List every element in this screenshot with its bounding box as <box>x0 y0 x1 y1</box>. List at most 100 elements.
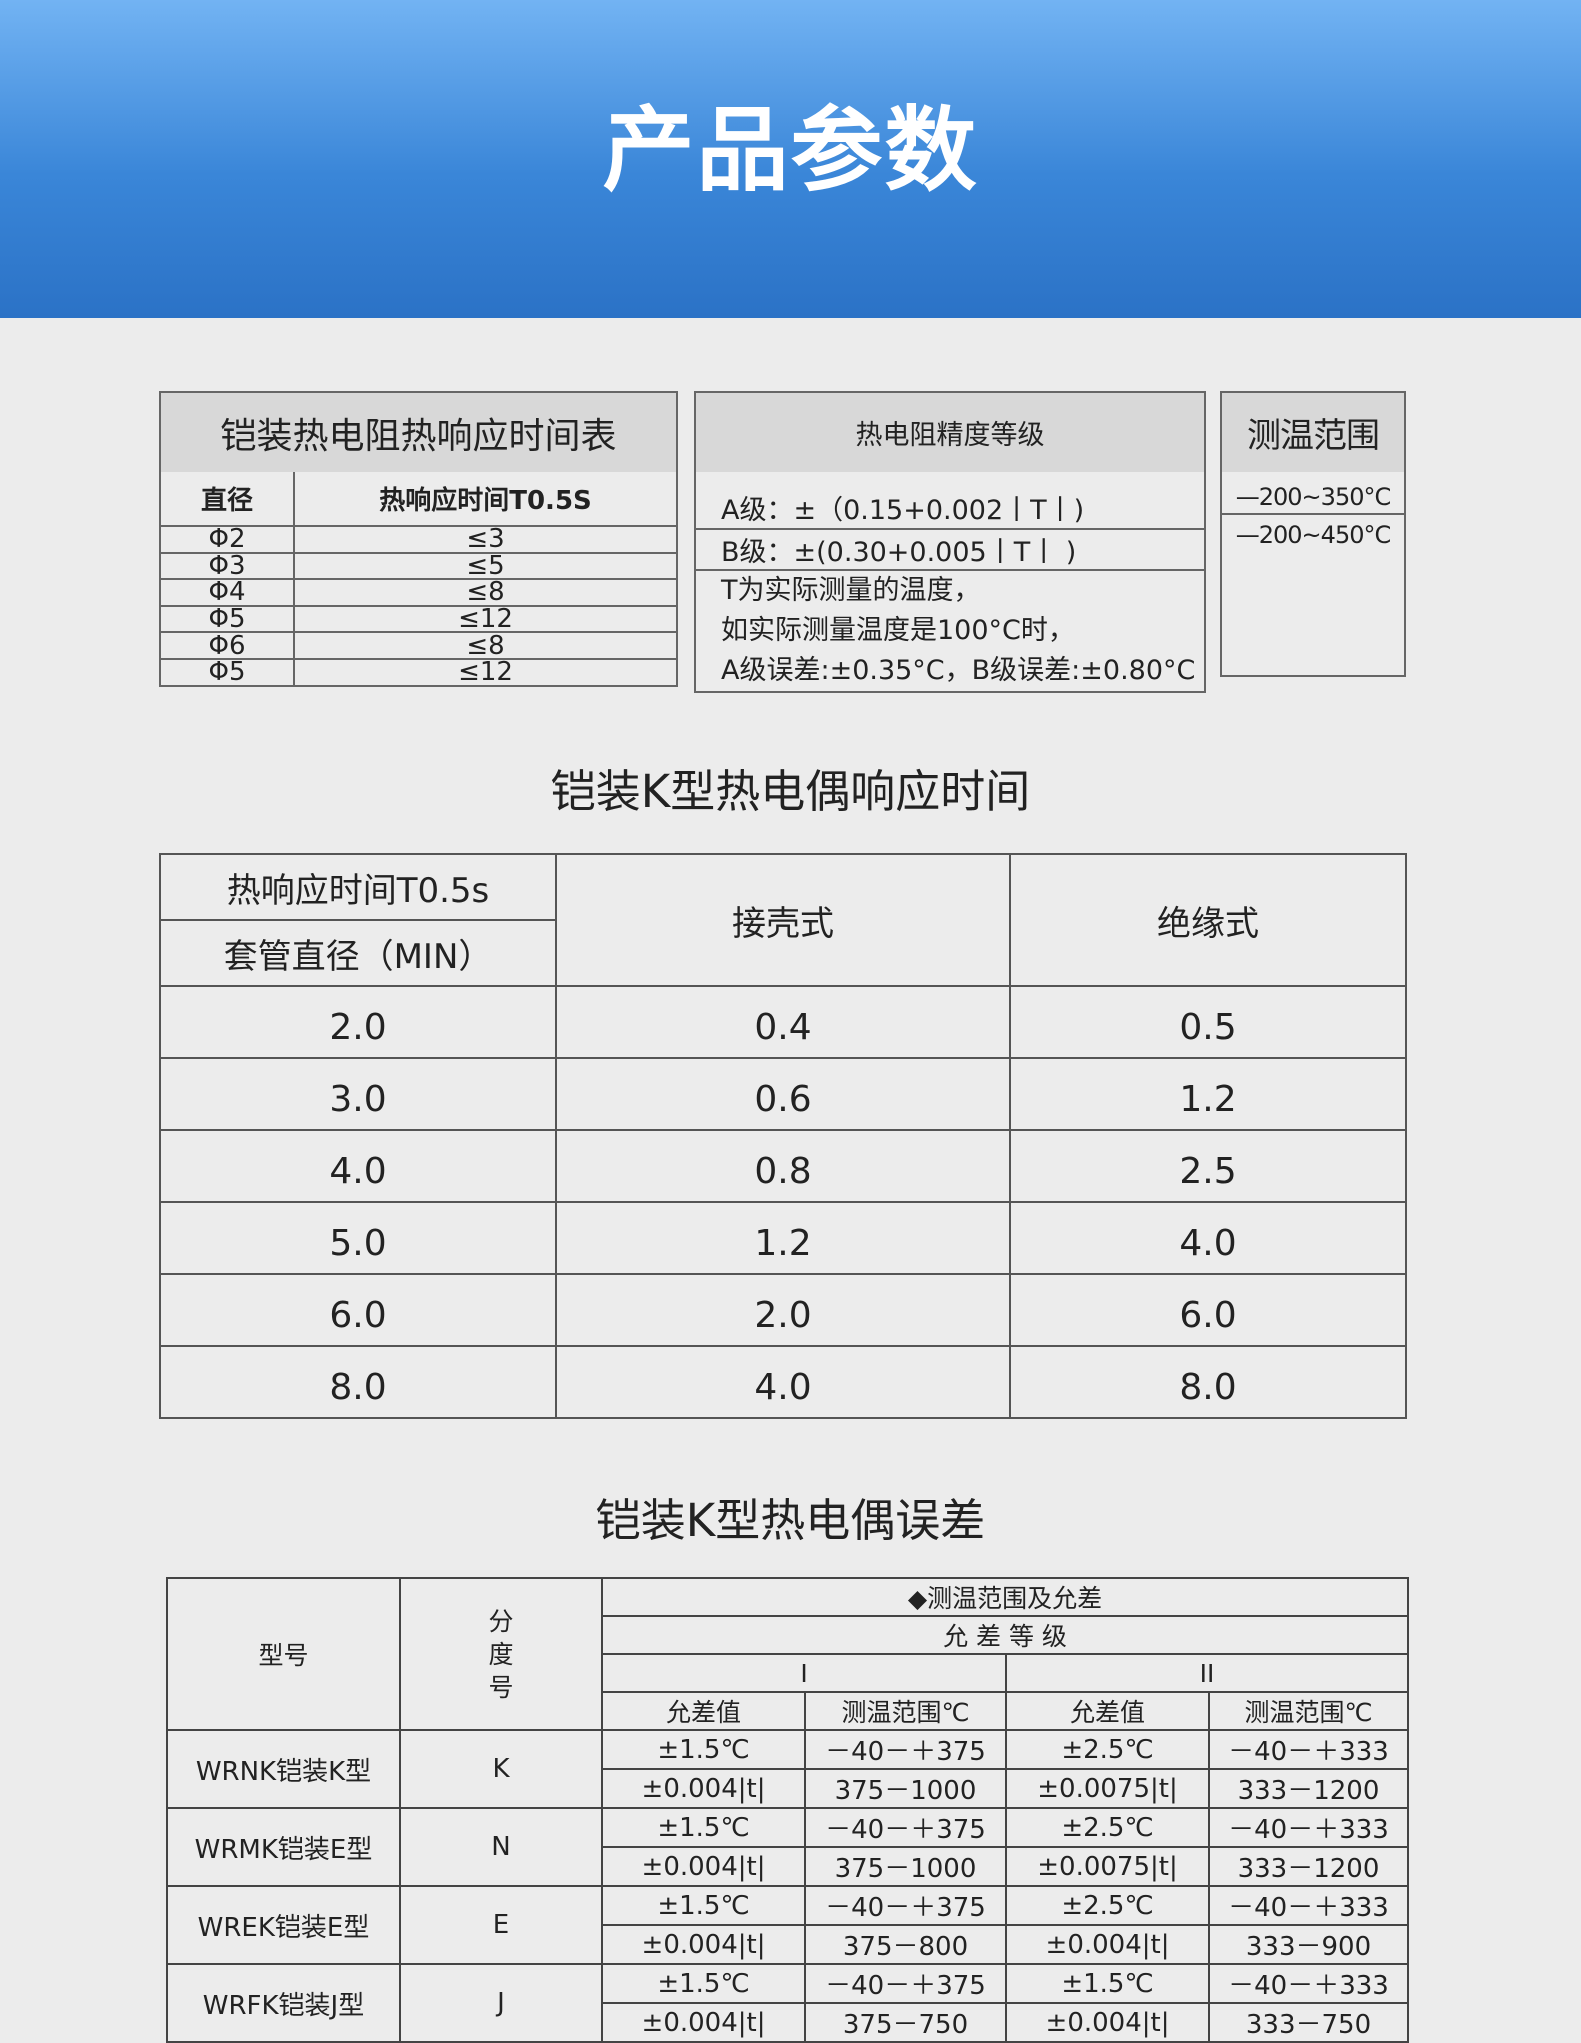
table-row: 6.0 2.0 6.0 <box>159 1273 1407 1347</box>
table-cell: ±0.004|t| <box>601 1924 806 1965</box>
table-cell: ±2.5℃ <box>1005 1885 1210 1926</box>
table-cell: －40－＋375 <box>804 1807 1007 1848</box>
grade-b: B级：±(0.30+0.005丨T丨 ) <box>694 528 1206 571</box>
table-cell: WRMK铠装E型 <box>166 1807 401 1887</box>
table-row: Φ5 ≤12 <box>159 657 678 687</box>
k-response-table: 热响应时间T0.5s 接壳式 绝缘式 套管直径（MIN） 2.0 0.4 0.5 3.0 0… <box>159 853 1407 1419</box>
table-row: 2.0 0.4 0.5 <box>159 985 1407 1059</box>
k-error-table: 型号 分度号 ◆测温范围及允差 允 差 等 级 I II 允差值 测温范围℃ 允差值 测温范… <box>166 1577 1409 2043</box>
k-response-title: 铠装K型热电偶响应时间 <box>550 765 1031 818</box>
table-cell: Φ5 <box>159 657 295 687</box>
table-cell: ±0.0075|t| <box>1005 1846 1210 1887</box>
table-cell: N <box>399 1807 603 1887</box>
table-cell: WRNK铠装K型 <box>166 1729 401 1809</box>
table-row: 4.0 0.8 2.5 <box>159 1129 1407 1203</box>
col-insulated: 绝缘式 <box>1009 853 1407 987</box>
table-cell: 2.0 <box>159 985 557 1059</box>
table-cell: －40－＋375 <box>804 1885 1007 1926</box>
range-value: —200~350°C <box>1220 472 1406 515</box>
col-shell: 接壳式 <box>555 853 1011 987</box>
table-row: WREK铠装E型 E ±1.5℃ －40－＋375 ±2.5℃ －40－＋333 <box>166 1885 1409 1965</box>
table-cell: －40－＋375 <box>804 1963 1007 2004</box>
table-cell: 375－1000 <box>804 1768 1007 1809</box>
grade-header: 允 差 等 级 <box>601 1615 1409 1655</box>
table-row: 8.0 4.0 8.0 <box>159 1345 1407 1419</box>
col-diameter: 直径 <box>159 472 295 527</box>
table-row: WRNK铠装K型 K ±1.5℃ －40－＋375 ±2.5℃ －40－＋333 <box>166 1729 1409 1809</box>
table-cell: 0.5 <box>1009 985 1407 1059</box>
table-cell: 2.5 <box>1009 1129 1407 1203</box>
table-cell: ±1.5℃ <box>601 1729 806 1770</box>
table-cell: Φ4 <box>159 578 295 607</box>
table-cell: 0.8 <box>555 1129 1011 1203</box>
table-cell: ±1.5℃ <box>601 1807 806 1848</box>
table-cell: 6.0 <box>1009 1273 1407 1347</box>
header-banner: 产品参数 <box>0 0 1581 318</box>
col-model: 型号 <box>166 1577 401 1731</box>
note-line: A级误差:±0.35°C，B级误差:±0.80°C <box>721 655 1196 686</box>
table-row: WRFK铠装J型 J ±1.5℃ －40－＋375 ±1.5℃ －40－＋333 <box>166 1963 1409 2043</box>
head-diameter: 套管直径（MIN） <box>159 919 557 987</box>
table-row: 5.0 1.2 4.0 <box>159 1201 1407 1275</box>
table-cell: ±1.5℃ <box>601 1963 806 2004</box>
empty-cell <box>1220 554 1406 677</box>
table-cell: 5.0 <box>159 1201 557 1275</box>
sub-tol: 允差值 <box>601 1691 806 1731</box>
sub-range: 测温范围℃ <box>1208 1691 1409 1731</box>
range-table: 测温范围 —200~350°C —200~450°C <box>1220 391 1406 677</box>
table-cell: －40－＋333 <box>1208 1963 1409 2004</box>
col-grad-label: 分度号 <box>488 1606 514 1702</box>
sub-tol: 允差值 <box>1005 1691 1210 1731</box>
range-value: —200~450°C <box>1220 513 1406 554</box>
table-cell: ±1.5℃ <box>1005 1963 1210 2004</box>
col-time: 热响应时间T0.5S <box>293 472 678 527</box>
table-cell: －40－＋333 <box>1208 1807 1409 1848</box>
grade-ii: II <box>1005 1653 1409 1693</box>
table-row: Φ2 ≤3 <box>159 525 678 554</box>
table-cell: ≤12 <box>293 604 678 634</box>
table-row: ±0.004|t| 375－1000 ±0.0075|t| 333－1200 <box>167 1846 1409 1887</box>
table-cell: 333－1200 <box>1208 1846 1409 1887</box>
k-error-title: 铠装K型热电偶误差 <box>595 1494 986 1547</box>
table-cell: 4.0 <box>555 1345 1011 1419</box>
table-row: ±0.004|t| 375－1000 ±0.0075|t| 333－1200 <box>167 1768 1409 1809</box>
table-cell: ≤3 <box>293 525 678 554</box>
table-cell: Φ3 <box>159 551 295 581</box>
table-cell: －40－＋375 <box>804 1729 1007 1770</box>
table-cell: ±0.004|t| <box>601 1768 806 1809</box>
table-cell: 4.0 <box>1009 1201 1407 1275</box>
table-cell: ±1.5℃ <box>601 1885 806 1926</box>
table-row: ±0.004|t| 375－800 ±0.004|t| 333－900 <box>167 1924 1409 1965</box>
table-cell: 2.0 <box>555 1273 1011 1347</box>
table-row: Φ3 ≤5 <box>159 551 678 581</box>
table-cell: J <box>399 1963 603 2043</box>
table-cell: －40－＋333 <box>1208 1729 1409 1770</box>
table-cell: ±2.5℃ <box>1005 1807 1210 1848</box>
table-cell: WRFK铠装J型 <box>166 1963 401 2043</box>
table-cell: 0.6 <box>555 1057 1011 1131</box>
rtd-response-title: 铠装热电阻热响应时间表 <box>159 391 678 472</box>
table-cell: 0.4 <box>555 985 1011 1059</box>
table-cell: 375－800 <box>804 1924 1007 1965</box>
table-row: Φ4 ≤8 <box>159 578 678 607</box>
table-cell: K <box>399 1729 603 1809</box>
table-cell: 1.2 <box>1009 1057 1407 1131</box>
table-cell: ≤8 <box>293 578 678 607</box>
table-cell: Φ2 <box>159 525 295 554</box>
table-cell: E <box>399 1885 603 1965</box>
grade-i: I <box>601 1653 1007 1693</box>
accuracy-note: T为实际测量的温度， 如实际测量温度是100°C时， A级误差:±0.35°C，… <box>694 569 1206 693</box>
sub-range: 测温范围℃ <box>804 1691 1007 1731</box>
table-cell: Φ6 <box>159 631 295 660</box>
table-cell: 375－1000 <box>804 1846 1007 1887</box>
table-cell: 333－900 <box>1208 1924 1409 1965</box>
table-cell: 3.0 <box>159 1057 557 1131</box>
table-cell: 8.0 <box>1009 1345 1407 1419</box>
table-cell: －40－＋333 <box>1208 1885 1409 1926</box>
note-line: T为实际测量的温度， <box>721 575 981 606</box>
grade-a: A级：±（0.15+0.002丨T丨) <box>694 472 1206 530</box>
table-cell: ±0.004|t| <box>601 1846 806 1887</box>
table-row: WRMK铠装E型 N ±1.5℃ －40－＋375 ±2.5℃ －40－＋333 <box>166 1807 1409 1887</box>
head-time: 热响应时间T0.5s <box>159 853 557 921</box>
table-cell: 1.2 <box>555 1201 1011 1275</box>
